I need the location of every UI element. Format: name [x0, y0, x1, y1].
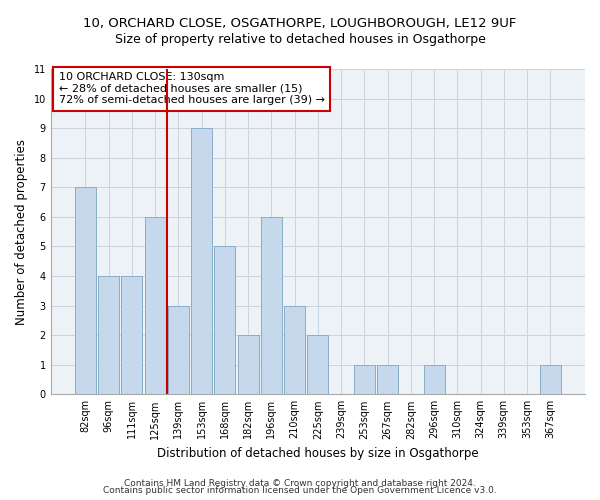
Bar	[284, 306, 305, 394]
Bar	[540, 364, 561, 394]
Text: Contains public sector information licensed under the Open Government Licence v3: Contains public sector information licen…	[103, 486, 497, 495]
Text: Size of property relative to detached houses in Osgathorpe: Size of property relative to detached ho…	[115, 32, 485, 46]
Bar	[98, 276, 119, 394]
Bar	[261, 217, 282, 394]
Bar	[168, 306, 189, 394]
Bar	[191, 128, 212, 394]
Y-axis label: Number of detached properties: Number of detached properties	[15, 138, 28, 324]
Text: Contains HM Land Registry data © Crown copyright and database right 2024.: Contains HM Land Registry data © Crown c…	[124, 478, 476, 488]
Text: 10 ORCHARD CLOSE: 130sqm
← 28% of detached houses are smaller (15)
72% of semi-d: 10 ORCHARD CLOSE: 130sqm ← 28% of detach…	[59, 72, 325, 106]
Bar	[214, 246, 235, 394]
Bar	[238, 335, 259, 394]
Text: 10, ORCHARD CLOSE, OSGATHORPE, LOUGHBOROUGH, LE12 9UF: 10, ORCHARD CLOSE, OSGATHORPE, LOUGHBORO…	[83, 18, 517, 30]
Bar	[307, 335, 328, 394]
Bar	[424, 364, 445, 394]
Bar	[121, 276, 142, 394]
Bar	[354, 364, 375, 394]
Bar	[377, 364, 398, 394]
Bar	[75, 188, 96, 394]
X-axis label: Distribution of detached houses by size in Osgathorpe: Distribution of detached houses by size …	[157, 447, 479, 460]
Bar	[145, 217, 166, 394]
